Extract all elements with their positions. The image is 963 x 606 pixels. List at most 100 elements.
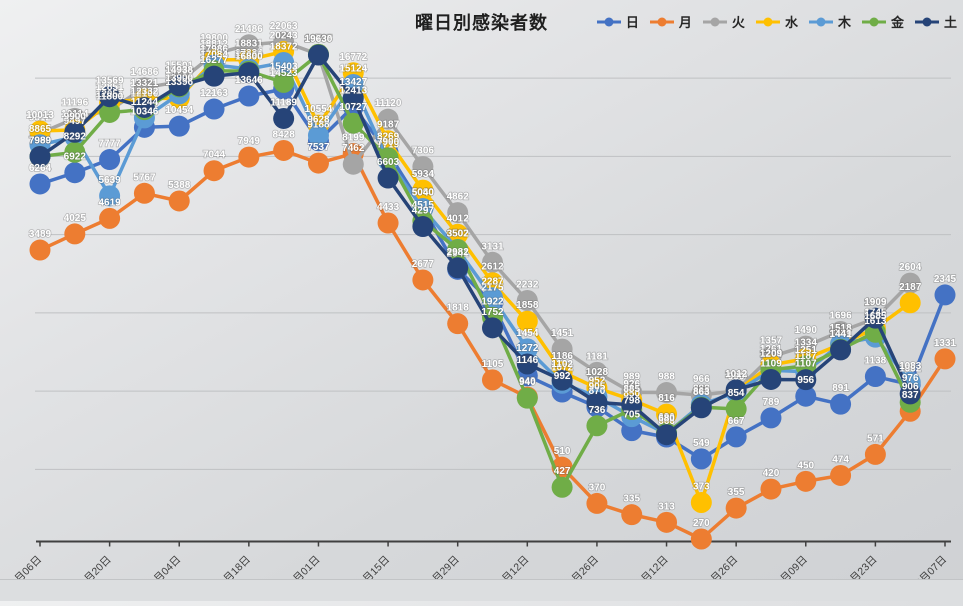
data-point-marker <box>412 269 434 291</box>
data-point-label: 9900 <box>64 111 87 122</box>
data-point-marker <box>64 162 86 184</box>
data-point-marker <box>273 71 295 93</box>
data-point-marker <box>238 146 260 168</box>
data-point-marker <box>99 149 121 171</box>
data-point-label: 8199 <box>342 133 365 144</box>
legend-item-金[interactable]: 金 <box>861 12 904 31</box>
data-point-label: 1518 <box>829 323 852 334</box>
data-point-label: 990 <box>728 371 745 382</box>
data-point-label: 1072 <box>551 362 574 373</box>
series-line-土 <box>29 44 921 446</box>
data-point-marker <box>656 424 678 446</box>
data-point-marker <box>133 182 155 204</box>
data-point-marker <box>830 464 852 486</box>
data-point-marker <box>586 415 608 437</box>
data-point-label: 8269 <box>377 132 400 143</box>
data-point-marker <box>551 369 573 391</box>
data-point-label: 798 <box>623 396 640 407</box>
data-point-label: 15403 <box>270 61 298 72</box>
data-point-label: 7306 <box>412 146 435 157</box>
data-point-label: 854 <box>728 388 745 399</box>
data-point-label: 313 <box>658 501 675 512</box>
data-point-label: 1454 <box>516 328 539 339</box>
data-point-label: 667 <box>728 416 745 427</box>
data-point-label: 7777 <box>98 139 121 150</box>
data-point-label: 2232 <box>516 279 539 290</box>
data-point-marker <box>482 317 503 339</box>
data-point-marker <box>656 511 678 533</box>
data-point-marker <box>273 51 295 73</box>
legend-item-月[interactable]: 月 <box>649 12 692 31</box>
data-point-label: 7044 <box>203 150 226 161</box>
data-point-marker <box>621 394 643 416</box>
data-point-label: 9812 <box>29 112 52 123</box>
data-point-marker <box>203 98 225 120</box>
data-point-marker <box>99 185 121 207</box>
data-point-label: 2187 <box>899 282 922 293</box>
data-point-marker <box>64 223 86 245</box>
data-point-marker <box>760 407 782 429</box>
data-point-label: 510 <box>554 446 571 457</box>
data-point-label: 11196 <box>61 97 88 108</box>
data-point-marker <box>412 156 434 178</box>
legend-item-水[interactable]: 水 <box>755 12 798 31</box>
data-point-label: 1187 <box>795 351 817 362</box>
data-point-marker <box>64 121 86 143</box>
data-point-label: 13427 <box>339 77 367 88</box>
data-point-label: 1613 <box>864 316 887 327</box>
data-point-label: 16277 <box>200 55 228 66</box>
data-point-label: 1818 <box>447 303 470 314</box>
data-point-label: 1745 <box>864 307 887 318</box>
data-point-label: 10013 <box>26 110 54 121</box>
data-point-label: 10346 <box>131 106 159 117</box>
data-point-label: 988 <box>658 372 675 383</box>
data-point-marker <box>934 348 956 370</box>
data-point-label: 7989 <box>29 136 52 147</box>
data-point-label: 11800 <box>96 91 124 102</box>
data-point-label: 1451 <box>551 328 574 339</box>
series-path <box>39 49 912 505</box>
data-point-label: 549 <box>693 438 710 449</box>
data-point-label: 9628 <box>307 114 330 125</box>
data-point-label: 335 <box>623 494 640 505</box>
data-point-label: 1209 <box>760 349 783 360</box>
data-point-marker <box>447 257 469 279</box>
data-point-label: 3502 <box>447 229 470 240</box>
data-point-marker <box>203 65 225 87</box>
data-point-label: 1109 <box>760 358 782 369</box>
data-point-label: 1204 <box>760 349 783 360</box>
data-point-marker <box>586 361 608 383</box>
data-point-label: 1181 <box>586 351 608 362</box>
data-point-marker <box>586 391 608 413</box>
legend-item-土[interactable]: 土 <box>914 12 957 31</box>
data-point-label: 1922 <box>481 296 504 307</box>
data-point-label: 13321 <box>131 78 159 89</box>
data-point-label: 18372 <box>270 41 298 52</box>
legend-item-日[interactable]: 日 <box>596 12 639 31</box>
data-point-label: 1334 <box>795 338 818 349</box>
data-point-label: 7462 <box>342 143 365 154</box>
data-point-marker <box>760 368 782 390</box>
data-point-label: 705 <box>623 410 640 421</box>
data-point-marker <box>203 160 225 182</box>
legend-item-label: 金 <box>890 15 904 30</box>
data-point-label: 10114 <box>61 109 89 120</box>
data-point-label: 6922 <box>64 152 87 163</box>
data-point-marker <box>238 85 260 107</box>
data-point-label: 14686 <box>131 67 159 78</box>
legend-marker-icon <box>755 17 780 26</box>
data-point-marker <box>690 448 712 470</box>
data-point-label: 6603 <box>377 157 400 168</box>
data-point-label: 2941 <box>447 248 470 259</box>
legend-item-火[interactable]: 火 <box>702 12 745 31</box>
data-point-label: 13396 <box>165 77 193 88</box>
data-point-marker <box>899 383 921 405</box>
legend-item-木[interactable]: 木 <box>808 12 851 31</box>
data-point-label: 1062 <box>899 363 922 374</box>
data-point-label: 3489 <box>29 229 52 240</box>
data-point-label: 5388 <box>168 180 191 191</box>
data-point-label: 2604 <box>899 262 922 273</box>
legend-marker-icon <box>649 17 674 26</box>
data-point-label: 989 <box>623 371 640 382</box>
